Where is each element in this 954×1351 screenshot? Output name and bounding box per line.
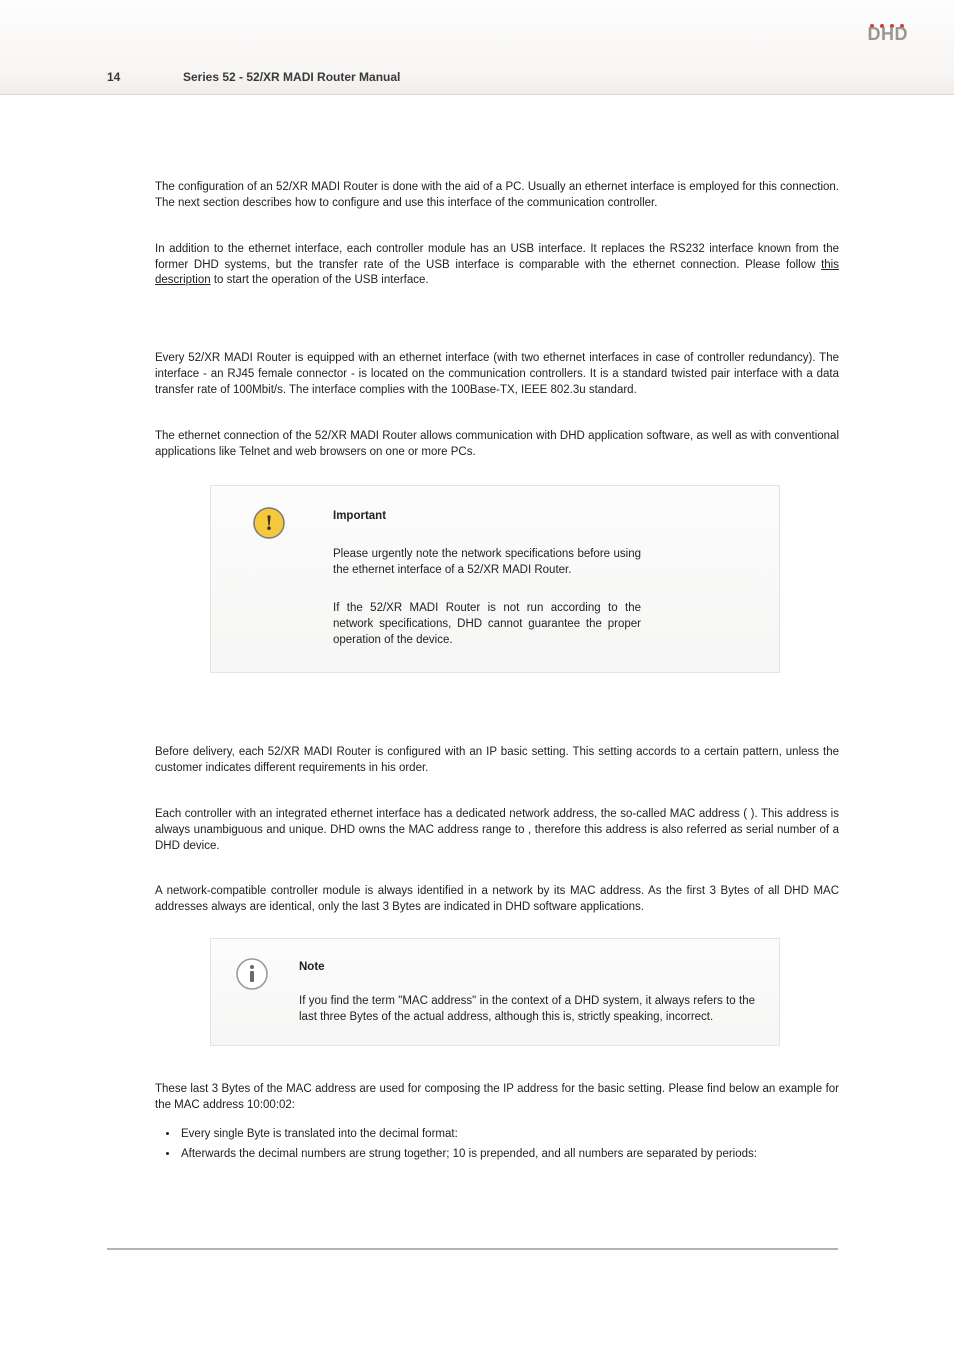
callout-text: If you find the term "MAC address" in th… xyxy=(299,993,755,1025)
callout-title: Important xyxy=(333,510,641,522)
paragraph: Before delivery, each 52/XR MADI Router … xyxy=(155,745,839,777)
note-callout: Note If you find the term "MAC address" … xyxy=(210,938,780,1046)
page-content: The configuration of an 52/XR MADI Route… xyxy=(155,180,839,1184)
brand-logo: DHD xyxy=(868,24,909,45)
paragraph: Every 52/XR MADI Router is equipped with… xyxy=(155,351,839,399)
callout-body: Note If you find the term "MAC address" … xyxy=(299,957,755,1025)
text-run: to start the operation of the USB interf… xyxy=(211,274,429,286)
important-icon: ! xyxy=(252,506,286,540)
header-title: Series 52 - 52/XR MADI Router Manual xyxy=(183,70,400,84)
info-icon xyxy=(235,957,269,991)
paragraph: A network-compatible controller module i… xyxy=(155,884,839,916)
paragraph: The configuration of an 52/XR MADI Route… xyxy=(155,180,839,212)
list-item: Every single Byte is translated into the… xyxy=(179,1126,839,1144)
paragraph: Each controller with an integrated ether… xyxy=(155,807,839,855)
important-callout: ! Important Please urgently note the net… xyxy=(210,485,780,673)
svg-text:!: ! xyxy=(265,510,272,535)
callout-body: Important Please urgently note the netwo… xyxy=(333,506,751,648)
callout-title: Note xyxy=(299,961,755,973)
text-run: In addition to the ethernet interface, e… xyxy=(155,243,839,271)
callout-text: If the 52/XR MADI Router is not run acco… xyxy=(333,600,641,648)
paragraph: In addition to the ethernet interface, e… xyxy=(155,242,839,290)
paragraph: These last 3 Bytes of the MAC address ar… xyxy=(155,1082,839,1114)
logo-text: DHD xyxy=(868,24,909,45)
callout-text: Please urgently note the network specifi… xyxy=(333,546,641,578)
callout-icon-wrap xyxy=(235,957,269,996)
footer-rule xyxy=(107,1248,838,1250)
page-number: 14 xyxy=(107,70,120,84)
paragraph: The ethernet connection of the 52/XR MAD… xyxy=(155,429,839,461)
list-item: Afterwards the decimal numbers are strun… xyxy=(179,1146,839,1164)
callout-icon-wrap: ! xyxy=(239,506,299,540)
bullet-list: Every single Byte is translated into the… xyxy=(155,1126,839,1164)
header-bar: DHD 14 Series 52 - 52/XR MADI Router Man… xyxy=(0,0,954,95)
